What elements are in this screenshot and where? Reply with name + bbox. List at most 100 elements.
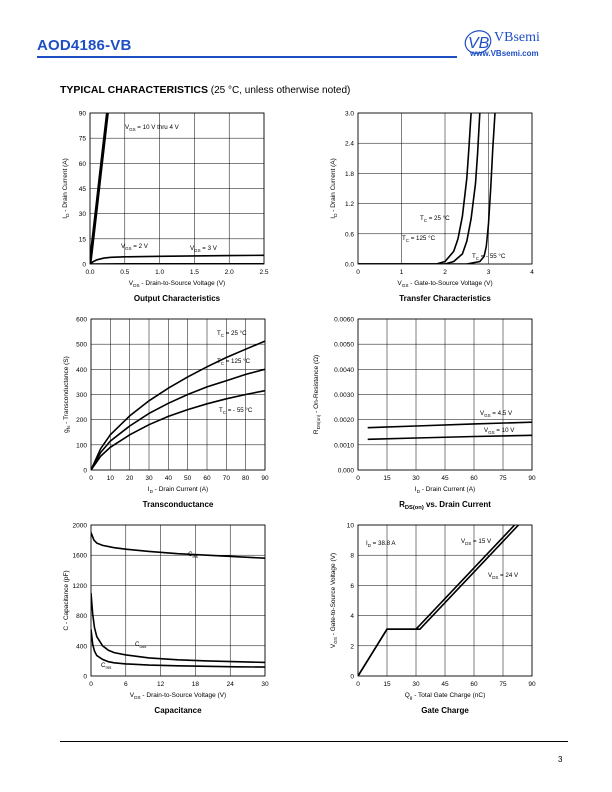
- x-tick-label: 90: [528, 475, 536, 482]
- x-axis-label: Qg - Total Gate Charge (nC): [405, 692, 486, 700]
- series-annotation: TC = 25 °C: [217, 330, 247, 338]
- series-line-1: [91, 592, 265, 664]
- y-tick-label: 8: [350, 553, 354, 560]
- y-tick-label: 0: [82, 262, 86, 269]
- y-tick-label: 0: [83, 468, 87, 475]
- series-line-1: [91, 368, 265, 470]
- series-line-2: [91, 629, 265, 668]
- y-tick-label: 100: [76, 442, 87, 449]
- y-tick-label: 0.0: [345, 262, 354, 269]
- x-tick-label: 15: [383, 475, 391, 482]
- chart-title: Transfer Characteristics: [399, 294, 491, 303]
- series-line-0: [358, 113, 481, 264]
- y-tick-label: 10: [347, 523, 355, 530]
- y-tick-label: 600: [76, 317, 87, 324]
- y-tick-label: 30: [79, 211, 87, 218]
- gate-charge-chart: 0 15 30 45 60 75 90 0 2 4 6 8 10 Qg - Total Gate Char…: [330, 523, 536, 716]
- y-tick-label: 75: [79, 136, 87, 143]
- y-tick-label: 200: [76, 417, 87, 424]
- x-tick-label: 2.5: [259, 269, 268, 276]
- y-tick-label: 0.000: [338, 468, 355, 475]
- x-tick-label: 0.5: [120, 269, 129, 276]
- y-tick-label: 3.0: [345, 111, 354, 118]
- page-number: 3: [558, 755, 563, 764]
- x-tick-label: 30: [412, 475, 420, 482]
- y-tick-label: 6: [350, 583, 354, 590]
- y-tick-label: 400: [76, 367, 87, 374]
- y-tick-label: 1600: [73, 553, 88, 560]
- y-tick-label: 1200: [73, 583, 88, 590]
- transfer-plot: 0 1 2 3 4 0.0 0.6 1.2 1.8 2.4 3.0 VGS - Gate-to-Sou…: [330, 111, 534, 304]
- section-note: (25 °C, unless otherwise noted): [210, 85, 351, 96]
- section-title-text: TYPICAL CHARACTERISTICS: [60, 84, 208, 96]
- series-annotation: Crss: [101, 662, 112, 670]
- x-tick-label: 0: [89, 475, 93, 482]
- x-tick-label: 2: [443, 269, 447, 276]
- x-tick-label: 2.0: [225, 269, 234, 276]
- x-axis-label: ID - Drain Current (A): [415, 486, 475, 494]
- y-tick-label: 2: [350, 643, 354, 650]
- transconductance-plot: 0 10 20 30 40 50 60 70 80 90 0 100 200 300 400 500 600 ID…: [63, 317, 269, 510]
- brand-logo: VB VBsemi www.VBsemi.com: [462, 25, 582, 65]
- capacitance-plot: 0 6 12 18 24 30 0 400 800 1200 1600 2000 VDS - Drain…: [63, 523, 269, 716]
- y-axis-label: VGS - Gate-to-Source Voltage (V): [330, 553, 338, 648]
- x-tick-label: 30: [261, 681, 269, 688]
- series-annotation: VGS = 10 V thru 4 V: [125, 124, 180, 132]
- series-annotation: ID = 38.8 A: [366, 540, 396, 548]
- x-tick-label: 75: [499, 475, 507, 482]
- part-number-title: AOD4186-VB: [37, 37, 132, 54]
- series-annotation: TC = 125 °C: [217, 358, 251, 366]
- x-tick-label: 90: [528, 681, 536, 688]
- vb-logo-icon: VB: [464, 30, 492, 54]
- x-tick-label: 0: [356, 269, 360, 276]
- svg-text:VB: VB: [468, 35, 490, 52]
- y-axis-label: RDS(on) - On-Resistance (Ω): [313, 355, 321, 434]
- x-tick-label: 0: [356, 681, 360, 688]
- x-tick-label: 15: [383, 681, 391, 688]
- x-tick-label: 18: [192, 681, 200, 688]
- y-tick-label: 0.0060: [334, 317, 354, 324]
- y-tick-label: 90: [79, 111, 87, 118]
- x-axis-label: ID - Drain Current (A): [148, 486, 208, 494]
- y-tick-label: 0.6: [345, 231, 354, 238]
- x-tick-label: 0: [89, 681, 93, 688]
- x-axis-label: VDS - Drain-to-Source Voltage (V): [130, 692, 226, 700]
- series-line-1: [367, 434, 532, 441]
- series-line-2: [91, 389, 265, 470]
- series-line-0: [90, 113, 109, 264]
- chart-title: Transconductance: [143, 500, 214, 509]
- series-annotation: TC = 25 °C: [420, 215, 450, 223]
- y-tick-label: 0: [350, 674, 354, 681]
- series-annotation: VDS = 15 V: [461, 538, 492, 546]
- x-tick-label: 50: [184, 475, 192, 482]
- series-line-1: [358, 113, 472, 264]
- section-title: TYPICAL CHARACTERISTICS (25 °C, unless o…: [60, 84, 350, 96]
- y-tick-label: 0.0040: [334, 367, 354, 374]
- x-tick-label: 45: [441, 681, 449, 688]
- y-tick-label: 0.0030: [334, 392, 354, 399]
- x-tick-label: 70: [223, 475, 231, 482]
- y-axis-label: gfs - Transconductance (S): [63, 356, 71, 433]
- y-tick-label: 1.2: [345, 201, 354, 208]
- output-plot: 0.0 0.5 1.0 1.5 2.0 2.5 0 15 30 45 60 75 90 VDS - Dra…: [62, 111, 269, 304]
- series-line-1: [358, 525, 520, 676]
- plot-frame: [357, 318, 533, 471]
- x-tick-label: 1: [400, 269, 404, 276]
- x-tick-label: 4: [530, 269, 534, 276]
- x-tick-label: 60: [470, 475, 478, 482]
- y-tick-label: 400: [76, 643, 87, 650]
- x-tick-label: 30: [412, 681, 420, 688]
- x-tick-label: 0.0: [85, 269, 94, 276]
- y-tick-label: 0.0050: [334, 342, 354, 349]
- series-line-0: [91, 340, 265, 470]
- chart-title: Capacitance: [154, 706, 202, 715]
- rdson-vs-drain-current-chart: 0 15 30 45 60 75 90 0.000 0.0010 0.0020 0.0030 0.00…: [313, 317, 536, 512]
- y-tick-label: 1.8: [345, 171, 354, 178]
- x-tick-label: 0: [356, 475, 360, 482]
- x-tick-label: 1.0: [155, 269, 164, 276]
- x-tick-label: 24: [227, 681, 235, 688]
- x-tick-label: 10: [107, 475, 115, 482]
- footer-divider: [60, 741, 568, 742]
- output-characteristics-chart: 0.0 0.5 1.0 1.5 2.0 2.5 0 15 30 45 60 75 90 VDS - Dra…: [62, 111, 269, 304]
- brand-url-link[interactable]: www.VBsemi.com: [470, 49, 539, 58]
